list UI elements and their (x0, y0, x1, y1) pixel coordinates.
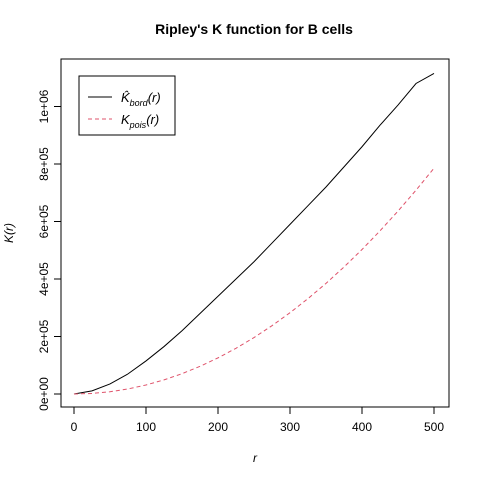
legend-label-k-bord: K̂bord(r) (121, 90, 161, 108)
y-tick-label: 2e+05 (37, 319, 51, 353)
legend: K̂bord(r) Kpois(r) (78, 75, 176, 136)
legend-box (78, 75, 176, 136)
x-axis: 0 100 200 300 400 500 (71, 406, 444, 434)
y-tick-label: 4e+05 (37, 262, 51, 296)
series-line-k-pois (73, 167, 435, 395)
y-tick-label: 8e+05 (37, 147, 51, 181)
x-tick-label: 200 (208, 420, 228, 434)
x-tick-label: 500 (424, 420, 444, 434)
legend-label-k-pois: Kpois(r) (121, 112, 159, 130)
y-tick-label: 6e+05 (37, 204, 51, 238)
x-tick-label: 400 (352, 420, 372, 434)
chart-title: Ripley's K function for B cells (155, 21, 353, 37)
y-axis-label: K(r) (2, 223, 16, 243)
y-axis: 0e+00 2e+05 4e+05 6e+05 8e+05 1e+06 (37, 89, 62, 411)
x-tick-label: 300 (280, 420, 300, 434)
series-layer (73, 73, 435, 395)
x-tick-label: 100 (136, 420, 156, 434)
y-tick-label: 1e+06 (37, 89, 51, 123)
series-line-k-bord (73, 73, 435, 395)
legend-entries: K̂bord(r) Kpois(r) (88, 90, 161, 130)
x-axis-label: r (253, 451, 258, 465)
x-tick-label: 0 (71, 420, 78, 434)
y-tick-label: 0e+00 (37, 377, 51, 411)
